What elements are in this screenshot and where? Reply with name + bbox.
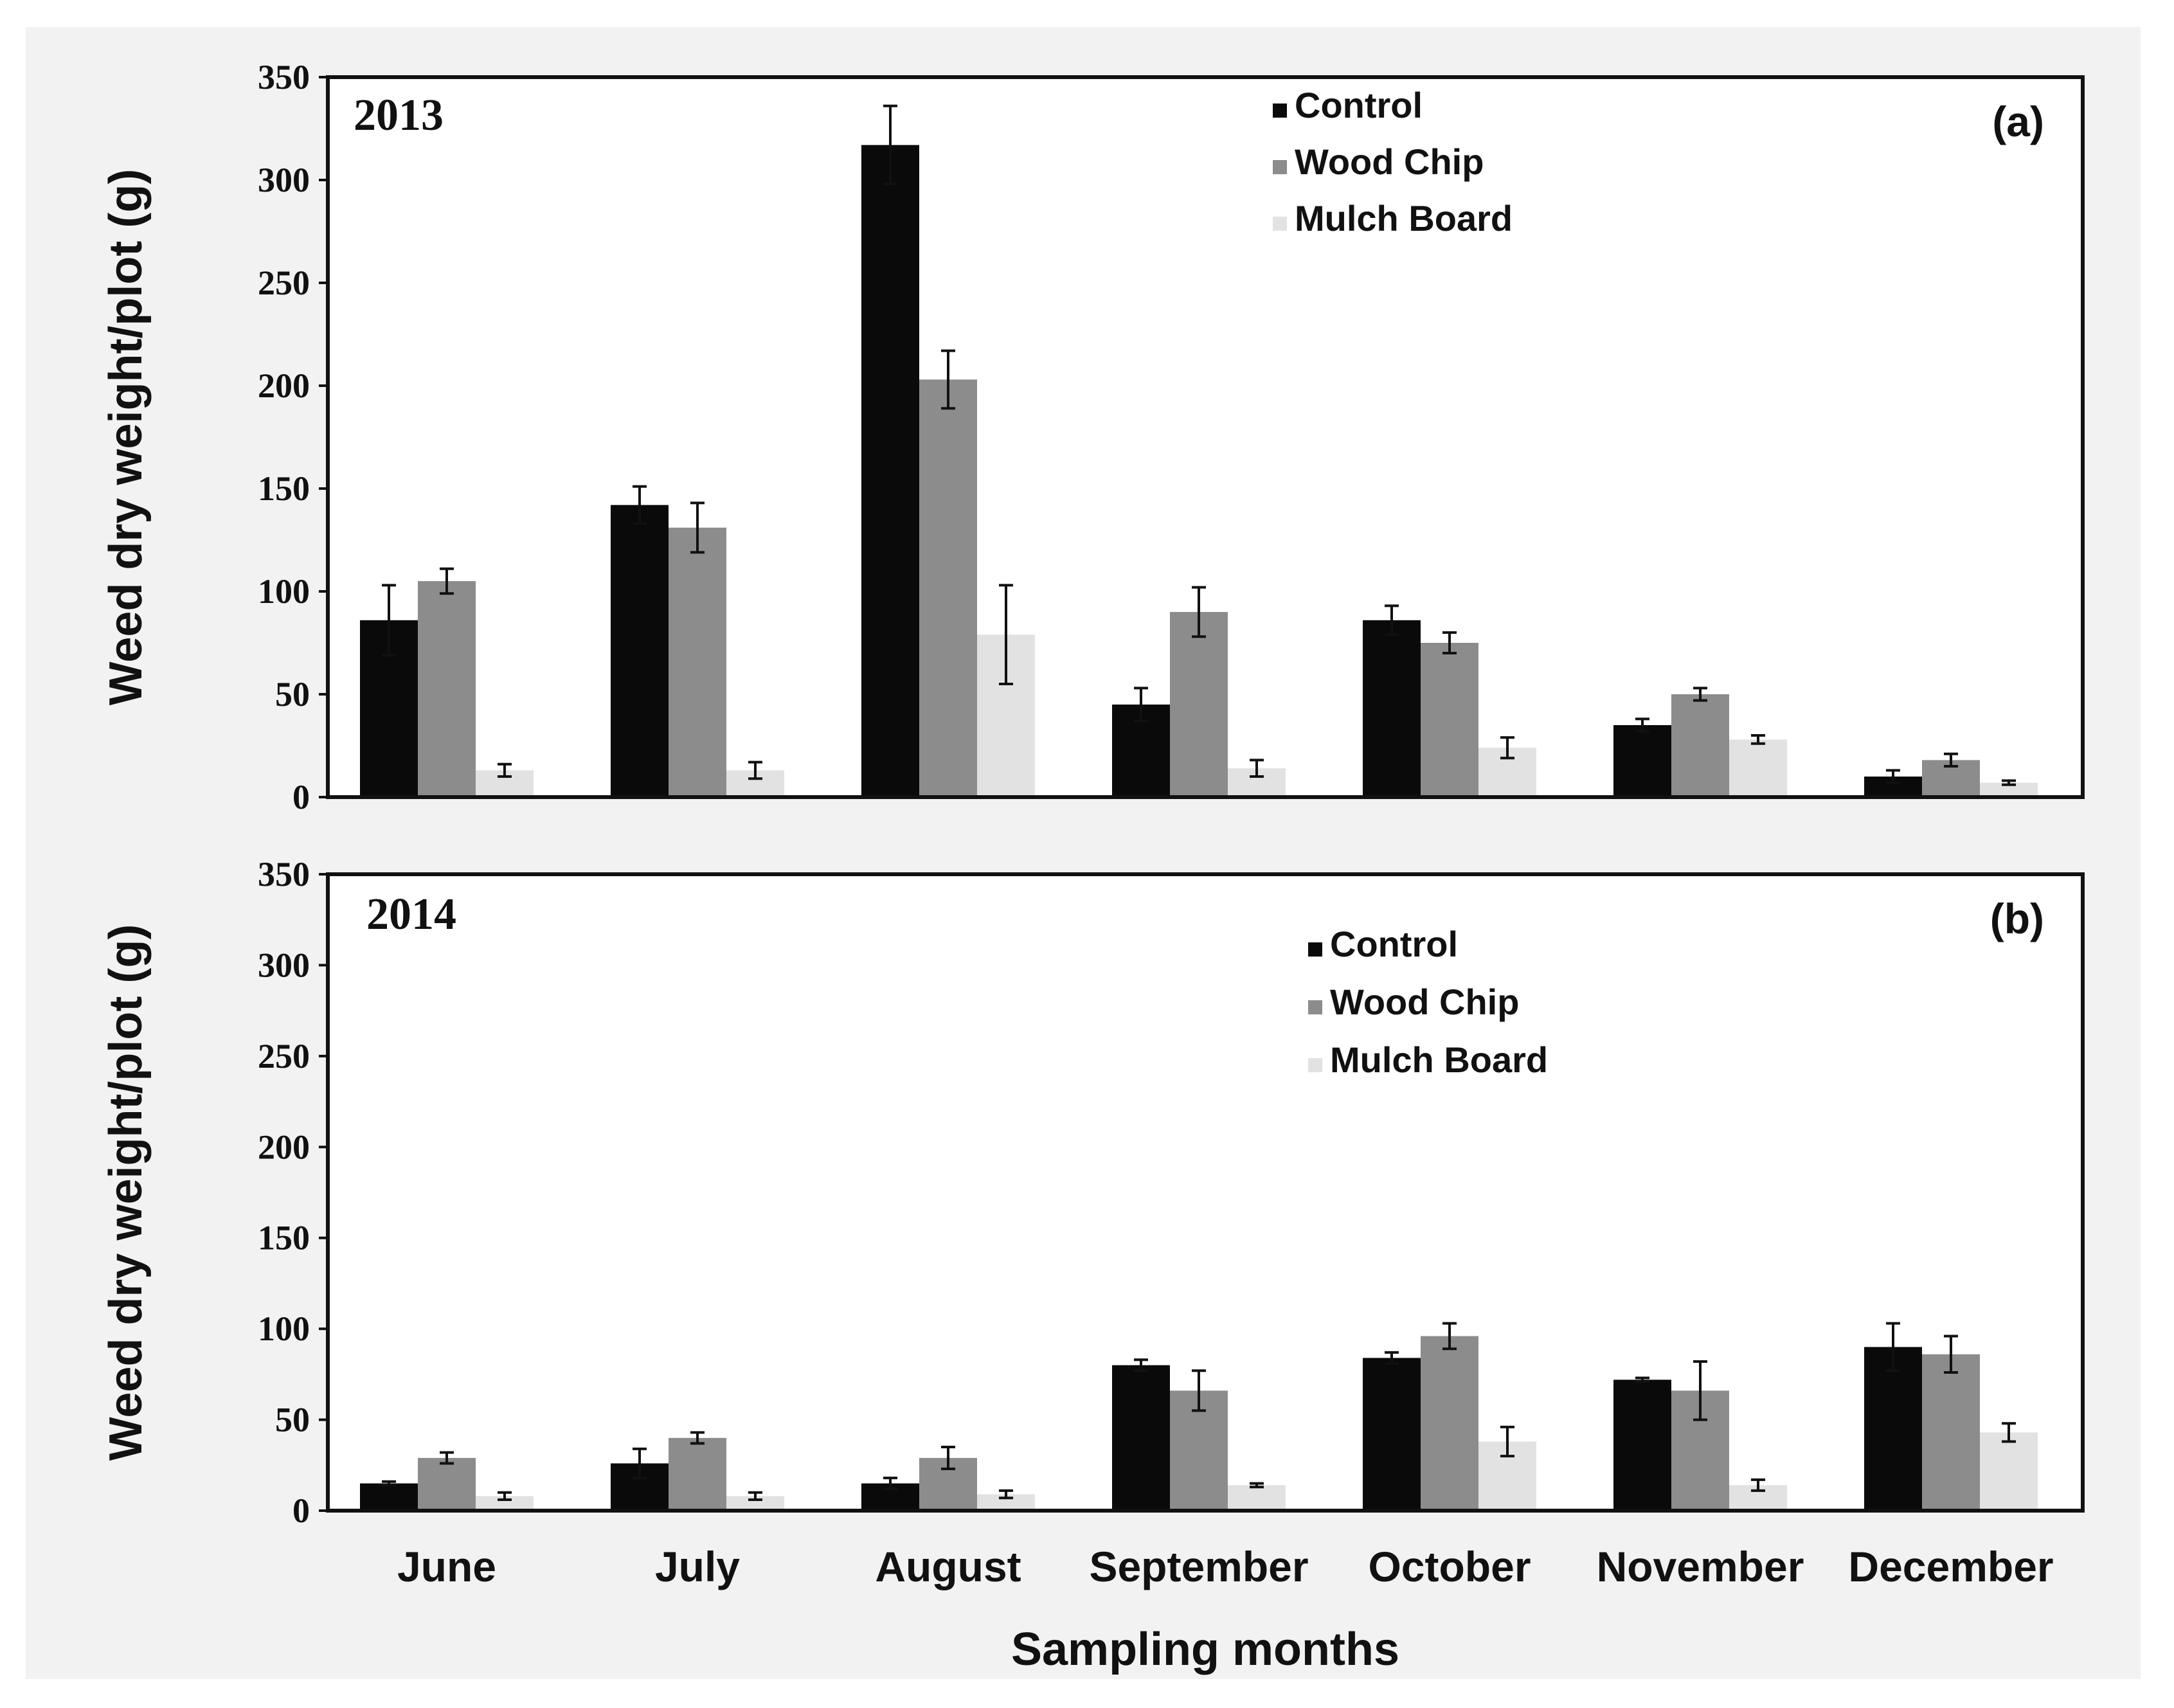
legend-label-control: Control [1295,85,1423,125]
bar-mulch-board-december [1980,782,2038,797]
y-tick-label: 250 [258,1037,310,1075]
bar-control-september [1112,1365,1170,1511]
bar-control-november [1613,725,1671,797]
y-tick-label: 100 [258,1309,310,1348]
y-tick-label: 300 [258,161,310,199]
y-axis-title: Weed dry weight/plot (g) [100,169,152,706]
bar-mulch-board-december [1980,1432,2038,1511]
panel-b: 0 50 100 150 200 250 300 350 2014 (b) Control Wood … [100,855,2085,1675]
legend-label-mulch-board: Mulch Board [1330,1039,1548,1080]
bar-control-august [861,145,919,798]
bar-control-october [1363,620,1421,797]
y-tick-label: 150 [258,1219,310,1257]
panel-label: (b) [1990,895,2044,942]
legend-swatch-control [1273,103,1287,118]
y-tick-label: 250 [258,264,310,302]
bar-control-november [1613,1380,1671,1511]
y-tick-label: 350 [258,58,310,96]
x-tick-label-august: August [875,1543,1021,1590]
x-tick-label-july: July [655,1543,740,1590]
bar-wood-chip-july [669,1437,726,1511]
bar-mulch-board-september [1228,1485,1286,1511]
x-tick-label-june: June [397,1543,496,1590]
legend-label-control: Control [1330,924,1458,964]
legend-swatch-wood-chip [1273,160,1287,174]
bar-mulch-board-july [726,1496,784,1511]
y-axis-title: Weed dry weight/plot (g) [100,924,152,1461]
y-tick-label: 300 [258,946,310,984]
y-tick-label: 0 [292,1491,310,1530]
legend-swatch-control [1308,942,1322,957]
legend-swatch-wood-chip [1308,1000,1322,1014]
x-tick-label-october: October [1368,1543,1531,1590]
x-axis-title: Sampling months [1011,1624,1399,1675]
bar-wood-chip-november [1671,694,1729,797]
plot-frame [326,75,2085,799]
legend-label-wood-chip: Wood Chip [1330,982,1519,1022]
bar-control-june [360,1483,418,1511]
bar-control-october [1363,1358,1421,1511]
bar-mulch-board-november [1729,739,1787,797]
x-tick-label-december: December [1848,1543,2053,1590]
bar-wood-chip-october [1421,1336,1478,1511]
plot-frame [326,872,2085,1513]
chart-svg: 0 50 100 150 200 250 300 350 2013 (a) Control Wood … [100,58,2085,1675]
y-tick-label: 0 [292,778,310,816]
legend-label-wood-chip: Wood Chip [1295,141,1484,182]
panel-label: (a) [1992,98,2044,145]
bar-wood-chip-december [1922,1354,1980,1511]
bar-wood-chip-july [669,527,726,797]
legend: Control Wood Chip Mulch Board [1273,85,1513,238]
year-label: 2014 [366,890,456,939]
year-label: 2013 [354,91,444,140]
bar-wood-chip-september [1170,612,1228,797]
legend-label-mulch-board: Mulch Board [1295,198,1513,238]
y-tick-label: 350 [258,855,310,894]
legend: Control Wood Chip Mulch Board [1308,924,1548,1080]
bar-wood-chip-october [1421,643,1478,797]
panel-a: 0 50 100 150 200 250 300 350 2013 (a) Control Wood … [100,58,2085,816]
bar-mulch-board-june [476,1496,534,1511]
bar-control-december [1864,1347,1922,1511]
x-tick-label-september: September [1089,1543,1308,1590]
y-tick-label: 50 [275,1401,310,1439]
bar-wood-chip-august [919,379,977,797]
figure: 0 50 100 150 200 250 300 350 2013 (a) Control Wood … [26,27,2141,1679]
bar-wood-chip-june [418,1457,476,1511]
legend-swatch-mulch-board [1308,1058,1322,1072]
legend-swatch-mulch-board [1273,217,1287,231]
y-tick-label: 50 [275,675,310,714]
bar-control-july [611,505,669,797]
y-tick-label: 200 [258,366,310,405]
y-tick-label: 100 [258,572,310,611]
x-tick-label-november: November [1597,1543,1804,1590]
y-tick-label: 200 [258,1128,310,1166]
bar-wood-chip-june [418,581,476,797]
y-tick-label: 150 [258,469,310,508]
